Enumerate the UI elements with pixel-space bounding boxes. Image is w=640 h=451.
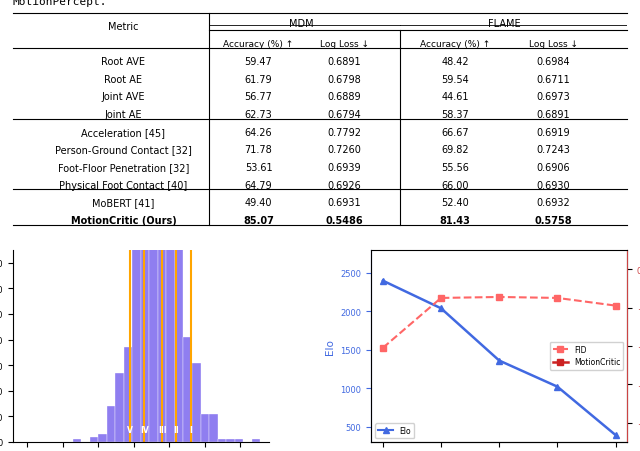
FID [554,295,561,301]
Text: 53.61: 53.61 [244,163,273,173]
Text: Acceleration [45]: Acceleration [45] [81,128,165,138]
Text: 0.6939: 0.6939 [328,163,362,173]
Y-axis label: Elo: Elo [325,338,335,354]
Text: 61.79: 61.79 [244,75,273,85]
Bar [252,439,260,442]
Text: Foot-Floor Penetration [32]: Foot-Floor Penetration [32] [58,163,189,173]
Bar [175,240,184,442]
Line: Elo: Elo [380,277,619,438]
FID [379,345,387,351]
Text: Metric: Metric [108,22,139,32]
Elo [437,306,445,311]
Text: 0.6926: 0.6926 [328,180,362,190]
Text: 66.00: 66.00 [442,180,469,190]
Text: 85.07: 85.07 [243,216,274,226]
Bar [98,434,107,442]
Text: II: II [173,425,179,434]
Bar [226,439,235,442]
Text: Accuracy (%) ↑: Accuracy (%) ↑ [420,40,490,49]
Text: 0.6973: 0.6973 [536,92,570,102]
Text: 66.67: 66.67 [442,128,469,138]
Text: 64.26: 64.26 [244,128,273,138]
Text: 48.42: 48.42 [442,57,469,67]
Text: 69.82: 69.82 [442,145,469,155]
Elo [612,433,620,438]
Bar [141,179,149,442]
Text: 0.6906: 0.6906 [537,163,570,173]
Text: 81.43: 81.43 [440,216,470,226]
Text: 0.6889: 0.6889 [328,92,362,102]
Bar [200,414,209,442]
Bar [72,439,81,442]
Text: V: V [127,425,133,434]
Elo [495,358,503,364]
Bar [235,439,243,442]
Text: 56.77: 56.77 [244,92,273,102]
Bar [124,347,132,442]
Text: 0.7260: 0.7260 [328,145,362,155]
Text: 0.6919: 0.6919 [537,128,570,138]
Elo [554,384,561,390]
Text: Person-Ground Contact [32]: Person-Ground Contact [32] [55,145,192,155]
Text: 52.40: 52.40 [442,198,469,208]
Text: Joint AE: Joint AE [105,110,142,120]
Text: 59.54: 59.54 [442,75,469,85]
Text: 0.6931: 0.6931 [328,198,362,208]
Text: 0.5486: 0.5486 [326,216,364,226]
Bar [184,337,192,442]
Text: 0.6930: 0.6930 [537,180,570,190]
Text: MotionCritic (Ours): MotionCritic (Ours) [70,216,176,226]
Elo [379,278,387,284]
Text: 0.6798: 0.6798 [328,75,362,85]
Text: 49.40: 49.40 [245,198,272,208]
Text: 0.6932: 0.6932 [536,198,570,208]
Bar [166,141,175,442]
FID [437,295,445,301]
Text: 59.47: 59.47 [244,57,273,67]
Text: 62.73: 62.73 [244,110,273,120]
Text: 0.6794: 0.6794 [328,110,362,120]
Text: 0.7792: 0.7792 [328,128,362,138]
Text: Root AVE: Root AVE [101,57,145,67]
Text: MDM: MDM [289,19,314,29]
Bar [107,406,115,442]
Bar [90,437,98,442]
Text: FLAME: FLAME [488,19,520,29]
Text: I: I [189,425,192,434]
Text: III: III [158,425,166,434]
Text: IV: IV [140,425,148,434]
Line: FID: FID [380,295,618,351]
Text: 58.37: 58.37 [442,110,469,120]
Text: Log Loss ↓: Log Loss ↓ [529,40,578,49]
Text: MotionPercept.: MotionPercept. [13,0,108,7]
Bar [149,187,158,442]
Text: 0.7243: 0.7243 [536,145,570,155]
Legend: Elo: Elo [375,423,414,438]
Text: 0.6984: 0.6984 [537,57,570,67]
Bar [132,245,141,442]
Text: 71.78: 71.78 [244,145,273,155]
Text: Physical Foot Contact [40]: Physical Foot Contact [40] [60,180,188,190]
Bar [218,439,226,442]
Text: 0.6711: 0.6711 [536,75,570,85]
Text: Joint AVE: Joint AVE [102,92,145,102]
Text: Log Loss ↓: Log Loss ↓ [320,40,369,49]
Text: 55.56: 55.56 [441,163,469,173]
Text: Root AE: Root AE [104,75,142,85]
Bar [209,414,218,442]
Bar [192,363,200,442]
Text: 44.61: 44.61 [442,92,469,102]
Bar [115,373,124,442]
FID [495,295,503,300]
FID [612,303,620,308]
Text: 0.6891: 0.6891 [328,57,362,67]
Text: 0.5758: 0.5758 [534,216,572,226]
Text: 0.6891: 0.6891 [537,110,570,120]
Text: 64.79: 64.79 [244,180,273,190]
Text: MoBERT [41]: MoBERT [41] [92,198,155,208]
Bar [158,82,166,442]
Text: Accuracy (%) ↑: Accuracy (%) ↑ [223,40,294,49]
